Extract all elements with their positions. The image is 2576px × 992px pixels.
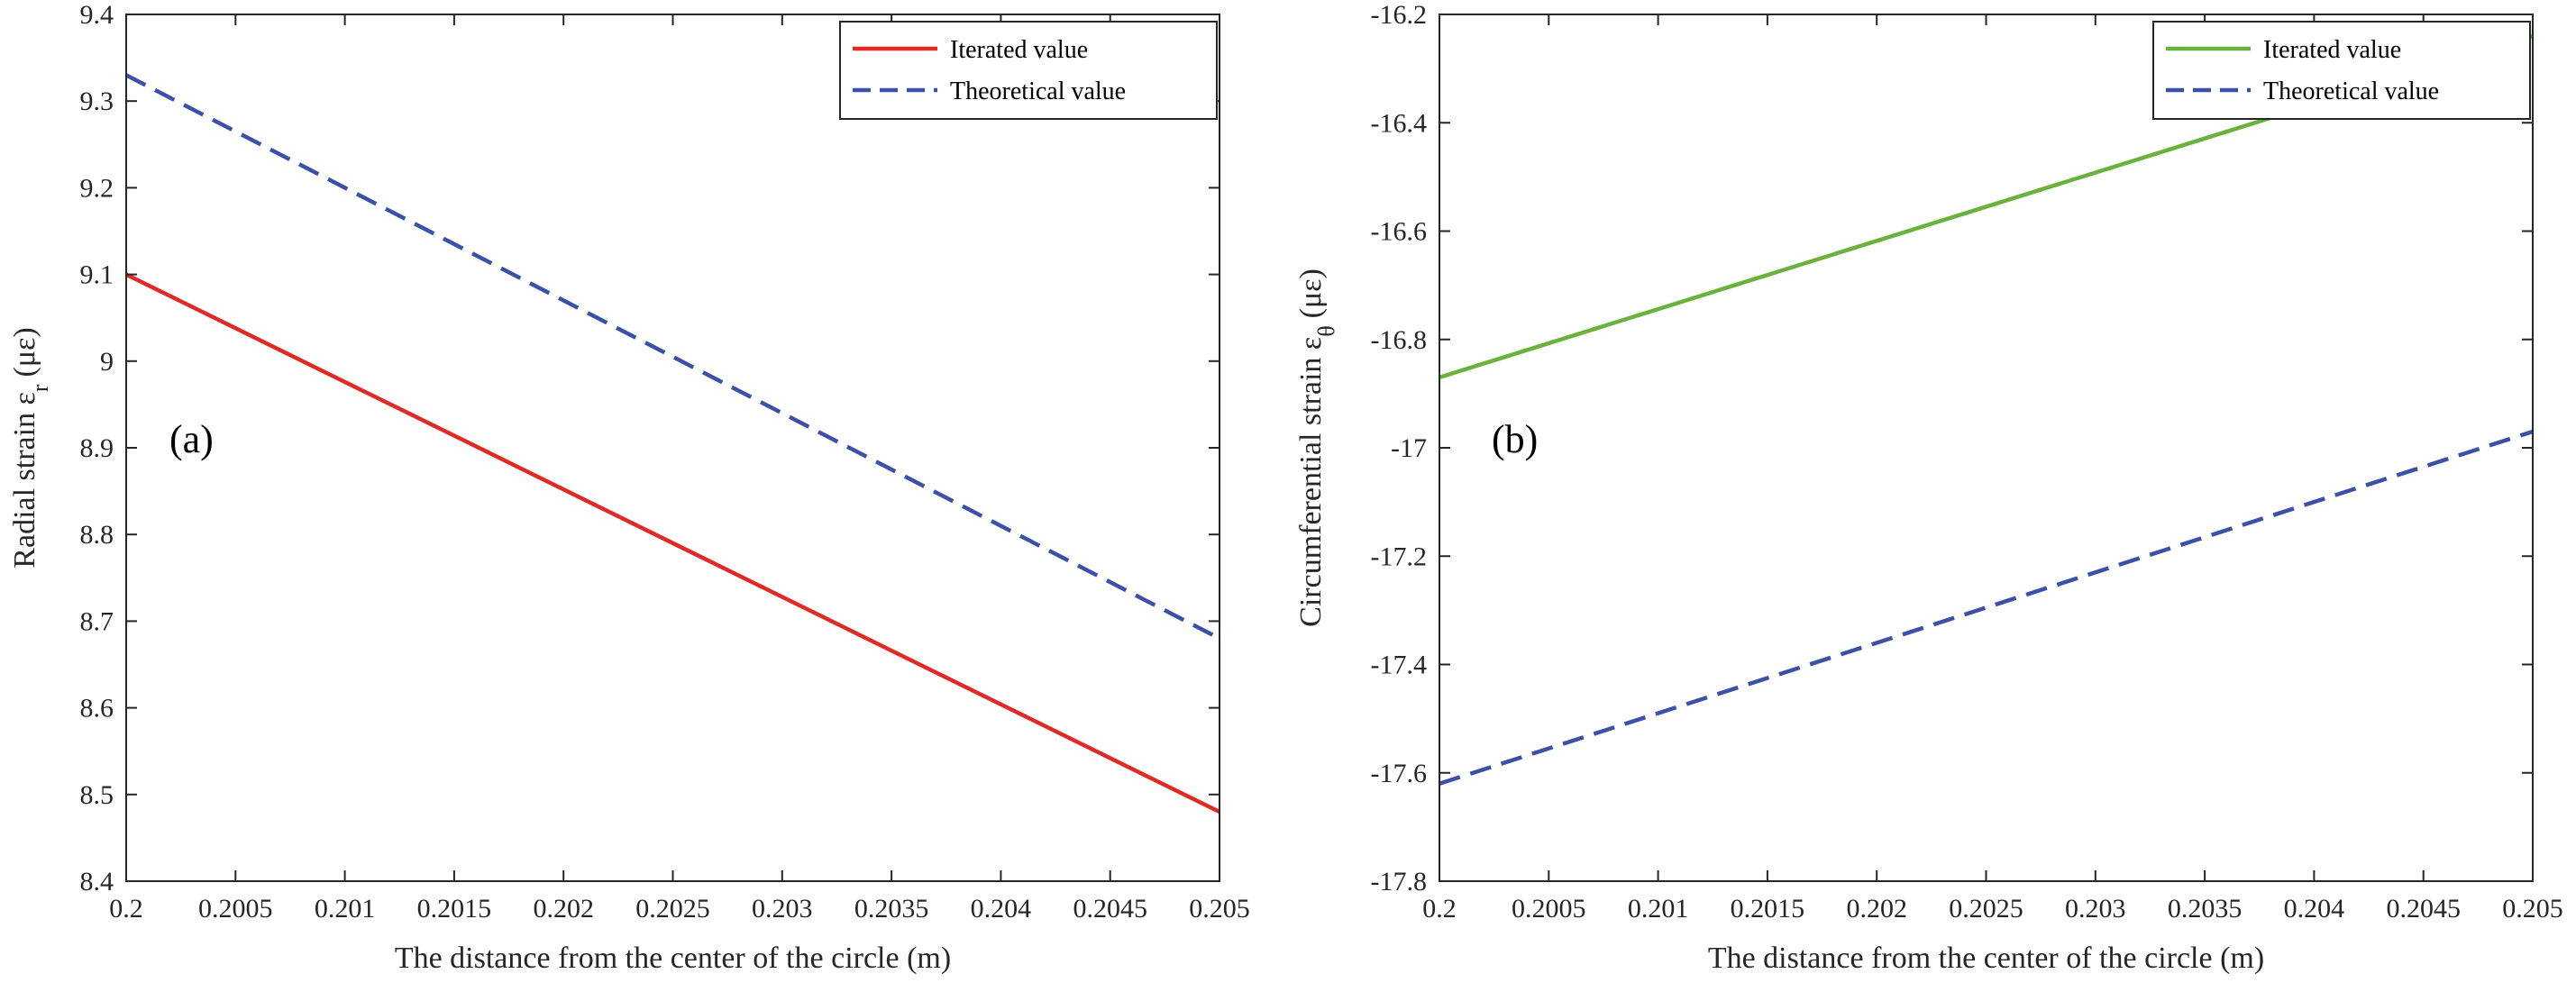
y-tick-label: 9.4 <box>80 0 114 30</box>
axes-box <box>125 14 1220 882</box>
y-tick-label: -17.8 <box>1371 867 1428 896</box>
x-tick-label: 0.2015 <box>417 894 492 924</box>
x-tick-label: 0.2005 <box>198 894 273 924</box>
legend-label: Theoretical value <box>2263 77 2439 105</box>
x-tick-label: 0.203 <box>2065 894 2126 924</box>
x-tick-label: 0.2045 <box>1073 894 1147 924</box>
legend-box <box>839 21 1218 120</box>
x-tick-label: 0.203 <box>752 894 813 924</box>
panel-label: (b) <box>1492 417 1538 461</box>
y-tick-label: 8.8 <box>80 520 114 550</box>
x-tick-label: 0.2005 <box>1512 894 1586 924</box>
chart-panel-b: 0.2 0.2005 0.201 0.2015 0.202 0.2025 0.203 0.20… <box>1294 0 2563 975</box>
legend-label: Theoretical value <box>950 77 1126 105</box>
series-line-theoretical-value <box>126 73 1219 641</box>
y-tick-label: 9.3 <box>80 86 114 116</box>
y-axis-label: Radial strain εr (με) <box>8 327 53 568</box>
y-tick-label: -16.6 <box>1371 217 1428 247</box>
y-tick-label: 8.7 <box>80 606 114 636</box>
x-tick-label: 0.2 <box>109 894 143 924</box>
y-tick-label: -16.4 <box>1371 108 1428 138</box>
x-tick-label: 0.2025 <box>1949 894 2023 924</box>
y-axis-label-subscript: r <box>27 384 53 392</box>
x-tick-label: 0.2045 <box>2386 894 2461 924</box>
y-tick-label: -16.2 <box>1371 0 1428 30</box>
y-tick-label: -17.2 <box>1371 542 1428 571</box>
legend-label: Iterated value <box>950 36 1088 64</box>
x-tick-label: 0.204 <box>971 894 1032 924</box>
y-axis-label-unit: (με) <box>8 327 41 377</box>
y-tick-label: 8.6 <box>80 694 114 724</box>
x-tick-label: 0.205 <box>1189 894 1250 924</box>
y-tick-label: 8.9 <box>80 433 114 463</box>
x-tick-label: 0.2035 <box>2168 894 2243 924</box>
x-tick-label: 0.205 <box>2502 894 2563 924</box>
axes-box <box>1439 14 2534 882</box>
panel-label: (a) <box>169 417 214 461</box>
x-tick-label: 0.202 <box>533 894 594 924</box>
x-tick-label: 0.2035 <box>854 894 929 924</box>
y-tick-label: 8.4 <box>80 867 114 896</box>
y-tick-label: 9.2 <box>80 173 114 203</box>
x-tick-label: 0.201 <box>1628 894 1689 924</box>
legend-label: Iterated value <box>2263 36 2401 64</box>
y-tick-label: 9 <box>100 347 114 377</box>
y-axis-label-subscript: θ <box>1313 325 1339 336</box>
x-tick-label: 0.2025 <box>635 894 710 924</box>
x-tick-label: 0.202 <box>1846 894 1907 924</box>
y-tick-label: -17 <box>1391 433 1427 463</box>
legend-box <box>2152 21 2531 120</box>
y-axis-label: Circumferential strain εθ (με) <box>1294 268 1339 627</box>
y-axis-label-main: Radial strain ε <box>8 392 41 569</box>
y-tick-label: 9.1 <box>80 260 114 290</box>
x-tick-label: 0.2015 <box>1731 894 1805 924</box>
y-axis-label-unit: (με) <box>1294 268 1328 318</box>
series-line-theoretical-value <box>1439 429 2533 786</box>
y-tick-label: -17.6 <box>1371 759 1428 788</box>
x-axis-label: The distance from the center of the circ… <box>395 942 951 975</box>
x-axis-label: The distance from the center of the circ… <box>1708 942 2264 975</box>
x-tick-label: 0.201 <box>315 894 376 924</box>
x-tick-label: 0.2 <box>1422 894 1457 924</box>
series-line-iterated-value <box>126 272 1219 815</box>
chart-panel-a: 0.2 0.2005 0.201 0.2015 0.202 0.2025 0.203 0.20… <box>8 0 1250 975</box>
y-tick-label: -17.4 <box>1371 651 1428 680</box>
x-tick-label: 0.204 <box>2284 894 2345 924</box>
y-tick-label: -16.8 <box>1371 325 1428 355</box>
y-tick-label: 8.5 <box>80 780 114 810</box>
y-axis-label-main: Circumferential strain ε <box>1294 337 1328 627</box>
